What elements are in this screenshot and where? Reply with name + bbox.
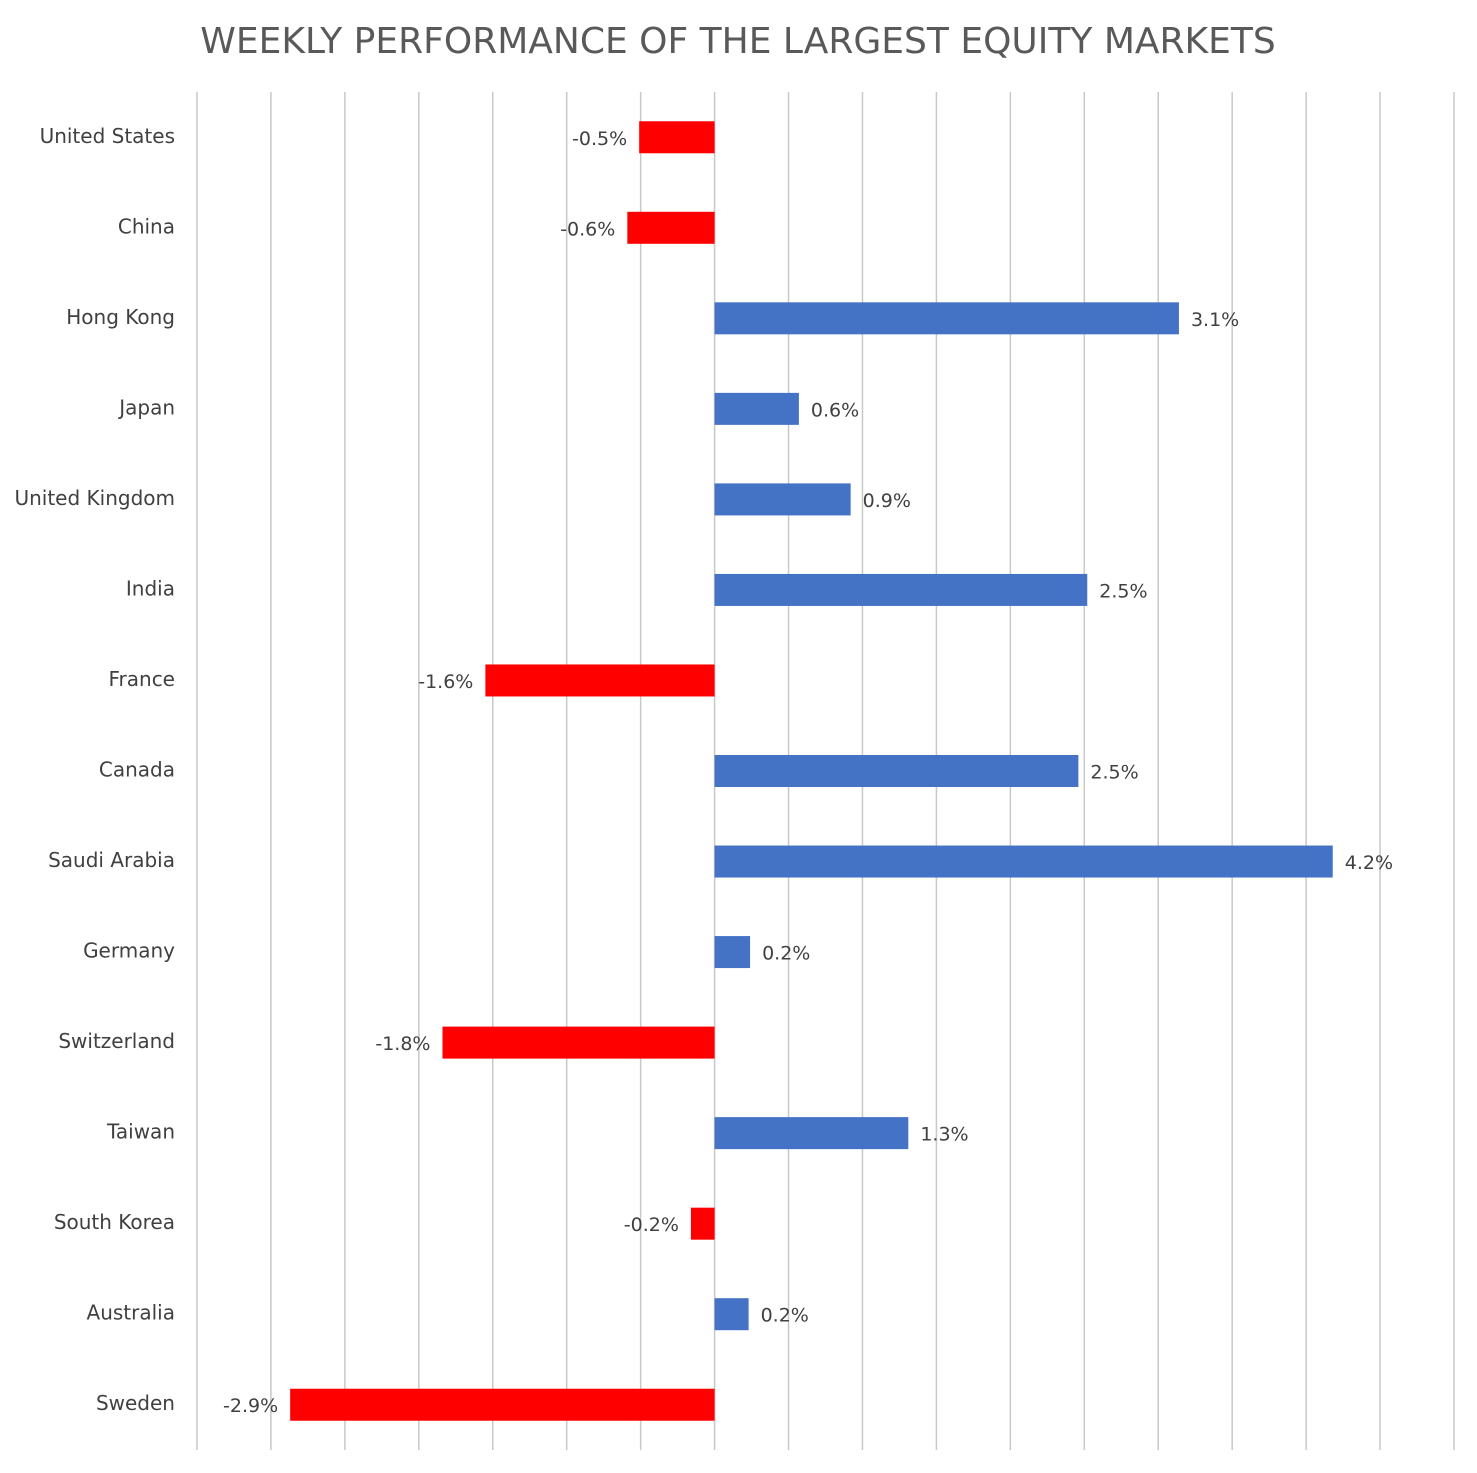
category-label: Sweden <box>96 1391 175 1415</box>
data-label: 0.6% <box>811 399 859 421</box>
category-label: United Kingdom <box>14 486 175 510</box>
category-label: Hong Kong <box>66 305 175 329</box>
bar <box>714 302 1179 335</box>
data-label: 3.1% <box>1191 309 1239 331</box>
category-label: Switzerland <box>58 1029 175 1053</box>
chart-title: WEEKLY PERFORMANCE OF THE LARGEST EQUITY… <box>200 21 1275 62</box>
category-label: Saudi Arabia <box>48 848 175 872</box>
data-label: -1.8% <box>375 1033 430 1055</box>
bar <box>639 121 715 154</box>
bar <box>485 664 715 697</box>
data-label: -0.6% <box>560 218 615 240</box>
data-label: 0.9% <box>863 490 911 512</box>
category-label: India <box>126 576 175 600</box>
bar <box>290 1388 715 1421</box>
data-label: 0.2% <box>761 1305 809 1327</box>
data-label: -2.9% <box>223 1395 278 1417</box>
data-label: 1.3% <box>920 1124 968 1146</box>
bar <box>714 573 1088 606</box>
bar <box>690 1207 715 1240</box>
data-label: -1.6% <box>418 671 473 693</box>
data-label: -0.2% <box>624 1214 679 1236</box>
category-label: United States <box>40 124 175 148</box>
category-label: Germany <box>83 939 175 963</box>
category-label: Canada <box>99 758 175 782</box>
bar <box>714 755 1079 787</box>
data-label: 2.5% <box>1090 762 1138 784</box>
bar <box>714 845 1333 878</box>
data-label: 2.5% <box>1099 580 1147 602</box>
category-label: South Korea <box>54 1210 175 1234</box>
bar <box>714 483 851 516</box>
category-label: China <box>118 214 175 238</box>
category-label: Australia <box>87 1301 175 1325</box>
data-label: 0.2% <box>762 943 810 965</box>
bar <box>714 1298 749 1331</box>
category-label: France <box>108 667 175 691</box>
data-label: 4.2% <box>1345 852 1393 874</box>
bar <box>714 1117 909 1150</box>
bar <box>442 1026 715 1059</box>
category-label: Taiwan <box>106 1120 175 1144</box>
category-label: Japan <box>117 395 175 419</box>
bar <box>627 211 715 244</box>
bar <box>714 392 799 425</box>
data-label: -0.5% <box>572 128 627 150</box>
bar <box>714 936 751 969</box>
